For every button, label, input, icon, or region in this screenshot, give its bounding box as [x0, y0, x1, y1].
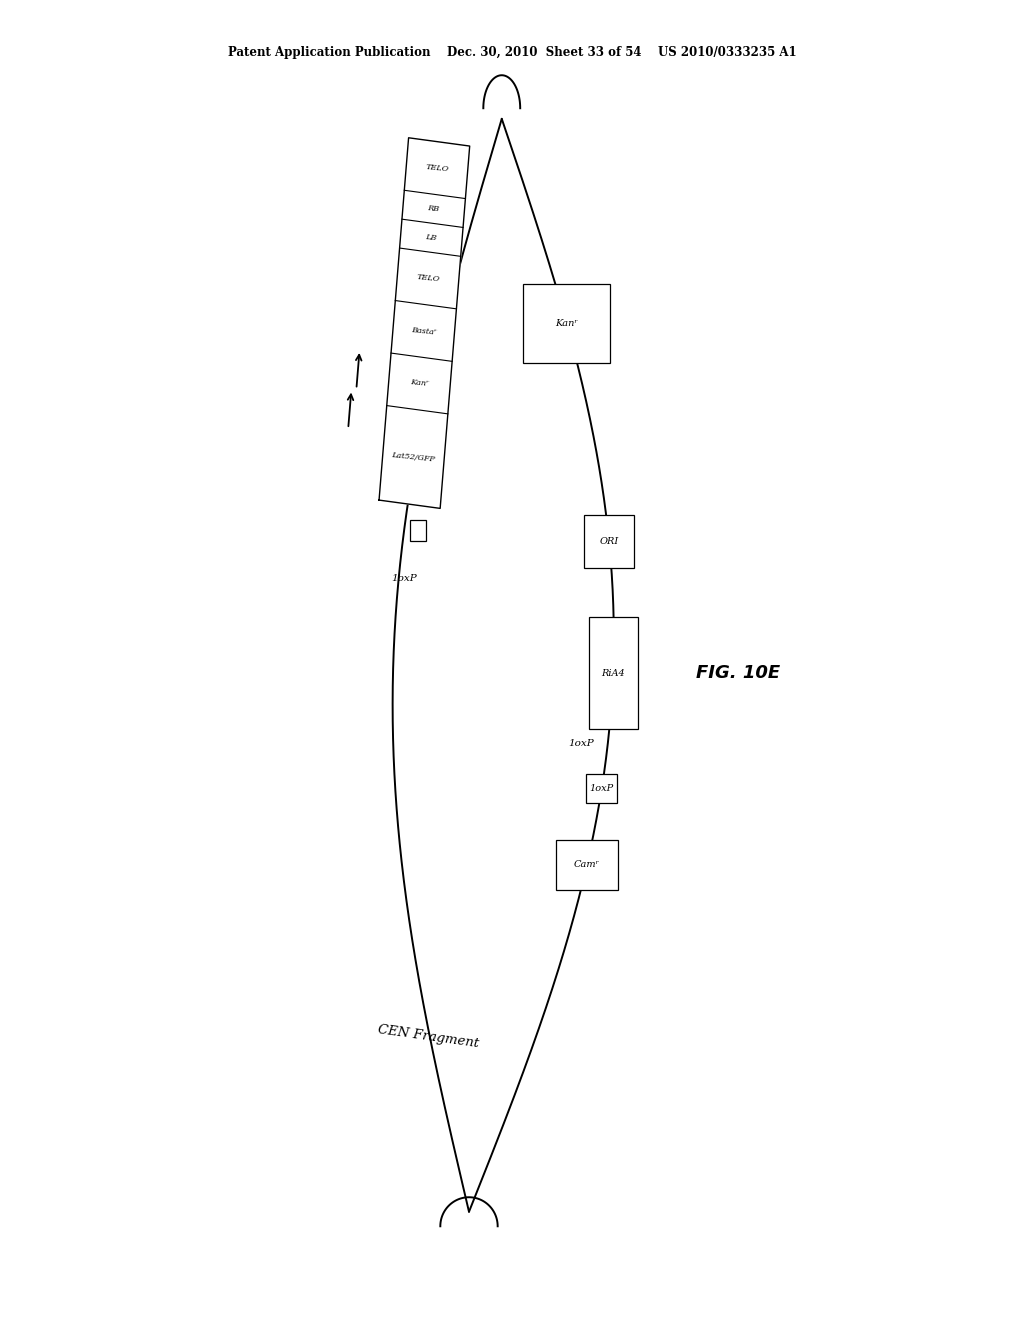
Text: 1oxP: 1oxP [568, 739, 594, 748]
Bar [556, 840, 617, 890]
Bar [523, 284, 610, 363]
Polygon shape [379, 137, 470, 508]
Text: Patent Application Publication    Dec. 30, 2010  Sheet 33 of 54    US 2010/03332: Patent Application Publication Dec. 30, … [227, 46, 797, 59]
Bar [410, 520, 426, 541]
Bar [585, 515, 634, 568]
Text: ORI: ORI [599, 537, 618, 545]
Bar [589, 618, 638, 729]
Text: Kanʳ: Kanʳ [555, 319, 578, 327]
Text: Kanʳ: Kanʳ [410, 379, 429, 388]
Text: CEN Fragment: CEN Fragment [377, 1023, 479, 1049]
Text: TELO: TELO [425, 162, 449, 173]
Text: Bastaʳ: Bastaʳ [411, 326, 437, 337]
Text: LB: LB [425, 234, 437, 243]
Text: 1oxP: 1oxP [391, 574, 418, 583]
Text: TELO: TELO [416, 273, 440, 284]
Text: RB: RB [427, 205, 440, 214]
Text: RiA4: RiA4 [601, 669, 625, 677]
Text: Camʳ: Camʳ [574, 861, 600, 869]
Text: FIG. 10E: FIG. 10E [696, 664, 780, 682]
Bar [587, 774, 617, 803]
Text: 1oxP: 1oxP [590, 784, 613, 792]
Text: Lat52/GFP: Lat52/GFP [391, 450, 435, 463]
